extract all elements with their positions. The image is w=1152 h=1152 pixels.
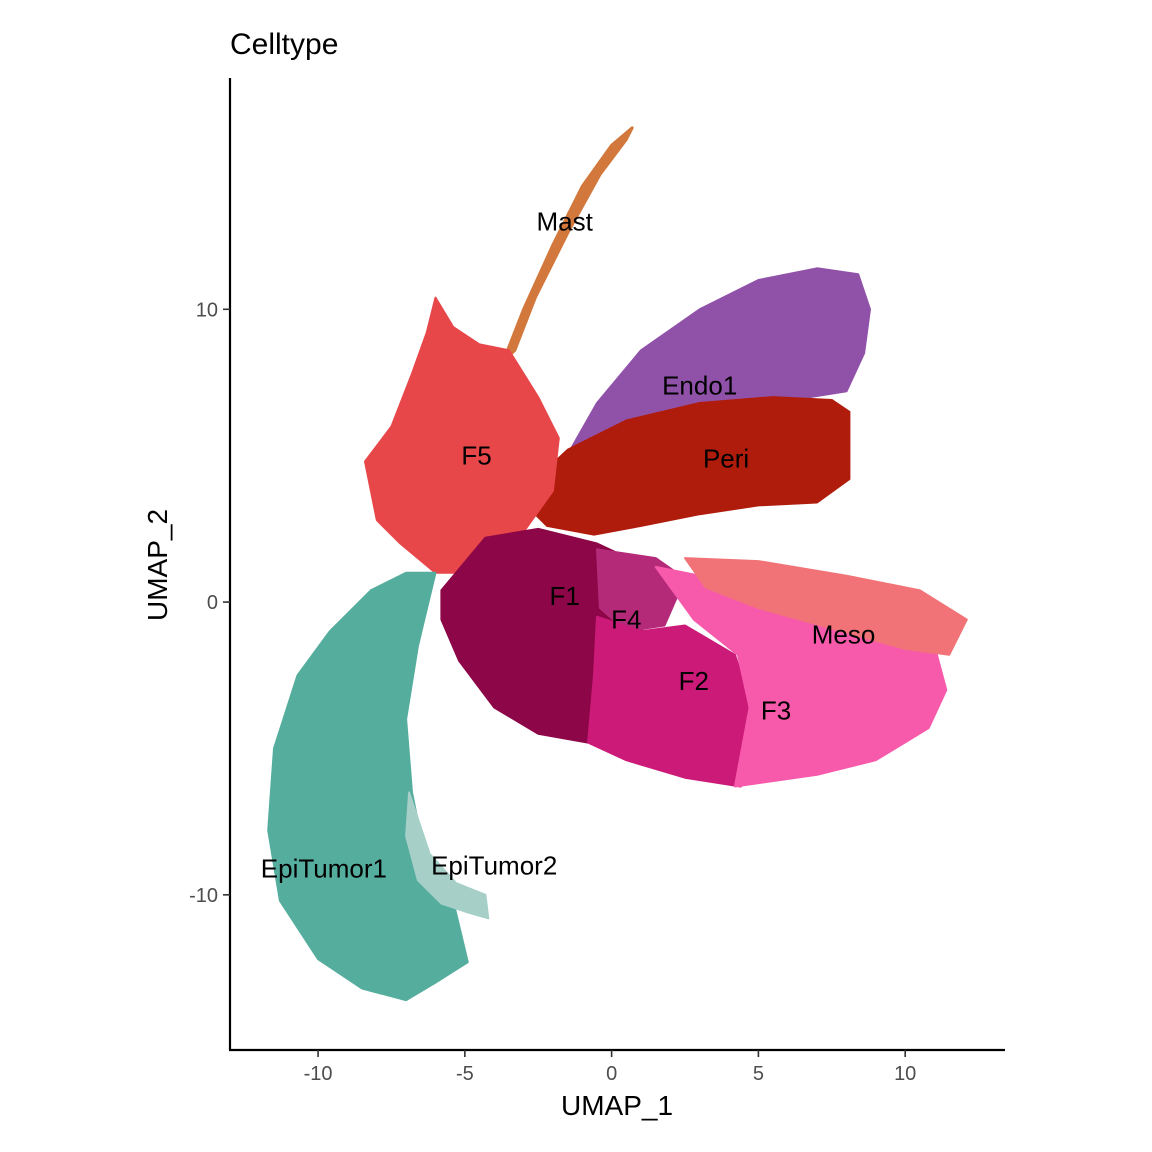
y-axis-label: UMAP_2 xyxy=(142,509,173,621)
x-axis-label: UMAP_1 xyxy=(561,1090,673,1121)
cluster-label-endo1: Endo1 xyxy=(662,370,737,400)
cluster-epitumor2 xyxy=(405,791,490,920)
y-tick-label: -10 xyxy=(189,885,218,907)
chart-title: Celltype xyxy=(230,28,338,61)
cluster-label-f4: F4 xyxy=(611,605,641,635)
cluster-mast xyxy=(501,126,634,364)
y-tick-label: 10 xyxy=(196,299,218,321)
cluster-label-epitumor1: EpiTumor1 xyxy=(261,854,387,884)
cluster-labels-layer: Mast Endo1 Peri F5 EpiTumor1 EpiTumor2 F1 F4 F2 F… xyxy=(261,207,875,884)
cluster-label-f2: F2 xyxy=(679,666,709,696)
cluster-peri xyxy=(516,396,851,536)
y-tick-label: 0 xyxy=(207,592,218,614)
x-tick-label: 0 xyxy=(606,1063,617,1085)
cluster-epitumor1 xyxy=(267,571,469,1002)
cluster-label-mast: Mast xyxy=(537,207,594,237)
cluster-label-f5: F5 xyxy=(461,441,491,471)
cluster-label-peri: Peri xyxy=(703,444,749,474)
cluster-label-f3: F3 xyxy=(761,695,791,725)
cluster-label-epitumor2: EpiTumor2 xyxy=(431,851,557,881)
clusters-layer xyxy=(267,126,968,1002)
y-ticks: -10 0 10 xyxy=(189,299,230,907)
x-tick-label: 5 xyxy=(753,1063,764,1085)
cluster-f5 xyxy=(364,296,560,574)
x-tick-label: -10 xyxy=(304,1063,333,1085)
cluster-label-f1: F1 xyxy=(550,581,580,611)
cluster-meso xyxy=(684,557,968,656)
x-tick-label: 10 xyxy=(894,1063,916,1085)
cluster-label-meso: Meso xyxy=(812,619,876,649)
x-ticks: -10 -5 0 5 10 xyxy=(304,1050,916,1085)
x-tick-label: -5 xyxy=(456,1063,474,1085)
